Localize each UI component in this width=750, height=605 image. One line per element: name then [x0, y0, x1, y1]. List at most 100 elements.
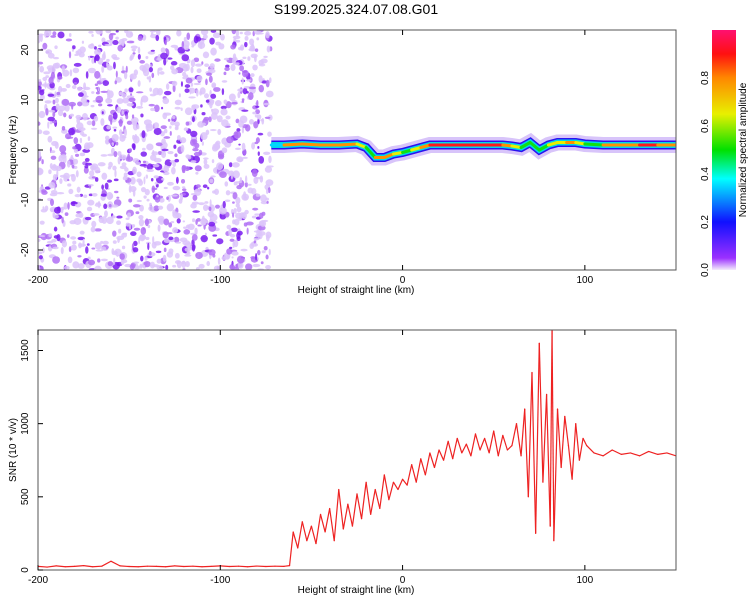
noise-blob — [247, 228, 249, 235]
noise-blob — [221, 119, 229, 126]
noise-blob — [85, 163, 92, 166]
noise-blob — [260, 220, 266, 227]
noise-blob — [202, 112, 206, 115]
noise-blob — [119, 119, 123, 127]
noise-blob — [222, 256, 227, 260]
noise-blob — [39, 255, 43, 259]
noise-blob — [83, 194, 87, 197]
noise-blob — [124, 167, 128, 171]
noise-blob — [227, 225, 232, 229]
noise-blob — [229, 162, 233, 167]
noise-blob — [131, 117, 139, 123]
snr-line-segment — [421, 459, 426, 475]
noise-blob — [210, 99, 214, 103]
noise-blob — [134, 69, 138, 75]
snr-point — [466, 444, 467, 445]
noise-blob — [255, 114, 258, 117]
noise-blob — [45, 206, 49, 212]
noise-blob — [141, 130, 145, 138]
noise-blob — [139, 264, 145, 267]
noise-blob — [163, 219, 169, 226]
noise-blob — [224, 58, 229, 61]
noise-blob — [113, 62, 116, 69]
noise-blob — [101, 184, 104, 189]
noise-blob — [235, 131, 241, 138]
noise-blob — [69, 51, 71, 58]
noise-blob — [190, 131, 197, 137]
snr-point — [320, 514, 321, 515]
snr-line-segment — [93, 566, 102, 567]
snr-line-segment — [558, 409, 562, 468]
noise-blob — [51, 156, 57, 160]
noise-blob — [138, 36, 143, 41]
snr-point — [546, 394, 547, 395]
noise-blob — [191, 59, 195, 67]
noise-blob — [186, 122, 190, 126]
noise-blob — [114, 191, 119, 193]
snr-point — [92, 566, 93, 567]
noise-blob — [53, 247, 59, 250]
noise-blob — [161, 178, 164, 181]
noise-blob — [108, 261, 113, 266]
noise-blob — [39, 111, 46, 118]
noise-blob — [180, 137, 186, 143]
noise-blob — [91, 58, 94, 64]
noise-blob — [241, 110, 248, 112]
noise-blob — [165, 166, 170, 168]
noise-blob — [111, 54, 117, 59]
noise-blob — [247, 187, 253, 193]
snr-point — [183, 566, 184, 567]
noise-blob — [164, 248, 167, 252]
noise-blob — [250, 73, 254, 77]
noise-blob — [184, 127, 189, 131]
noise-blob — [76, 117, 80, 124]
noise-blob — [142, 148, 146, 151]
noise-blob — [68, 257, 73, 264]
noise-blob — [253, 121, 258, 128]
noise-blob — [112, 127, 117, 129]
noise-blob — [57, 32, 64, 39]
noise-blob — [267, 46, 271, 53]
colorbar-tick-label: 0.2 — [700, 215, 711, 229]
noise-blob — [140, 113, 143, 117]
noise-blob — [55, 142, 59, 149]
noise-blob — [219, 207, 227, 215]
noise-blob — [147, 243, 149, 250]
noise-blob — [77, 187, 81, 193]
noise-blob — [108, 90, 114, 98]
noise-blob — [107, 180, 112, 183]
colorbar-label: Normalized spectral amplitude — [738, 82, 749, 217]
snr-line-segment — [293, 532, 298, 548]
noise-blob — [212, 143, 220, 150]
noise-blob — [197, 224, 201, 226]
snr-point — [129, 566, 130, 567]
noise-blob — [215, 100, 222, 106]
snr-point — [384, 474, 385, 475]
x-axis-label: Height of straight line (km) — [298, 585, 415, 596]
noise-blob — [145, 237, 149, 240]
snr-point — [156, 566, 157, 567]
noise-blob — [146, 174, 148, 178]
noise-blob — [232, 27, 237, 34]
noise-blob — [170, 121, 175, 126]
snr-line-segment — [430, 453, 435, 468]
noise-blob — [41, 159, 43, 164]
noise-blob — [157, 259, 162, 264]
snr-line-segment — [384, 475, 389, 500]
noise-blob — [206, 73, 212, 76]
noise-blob — [71, 244, 77, 250]
noise-blob — [229, 247, 232, 249]
noise-blob — [102, 241, 108, 245]
noise-blob — [249, 87, 256, 90]
noise-blob — [116, 142, 119, 146]
snr-point — [293, 531, 294, 532]
snr-point — [338, 489, 339, 490]
noise-blob — [231, 102, 237, 105]
noise-blob — [208, 249, 215, 255]
noise-blob — [146, 169, 154, 172]
noise-blob — [168, 119, 171, 122]
noise-blob — [196, 76, 202, 82]
noise-blob — [192, 218, 195, 222]
noise-blob — [266, 201, 268, 204]
snr-point — [256, 565, 257, 566]
